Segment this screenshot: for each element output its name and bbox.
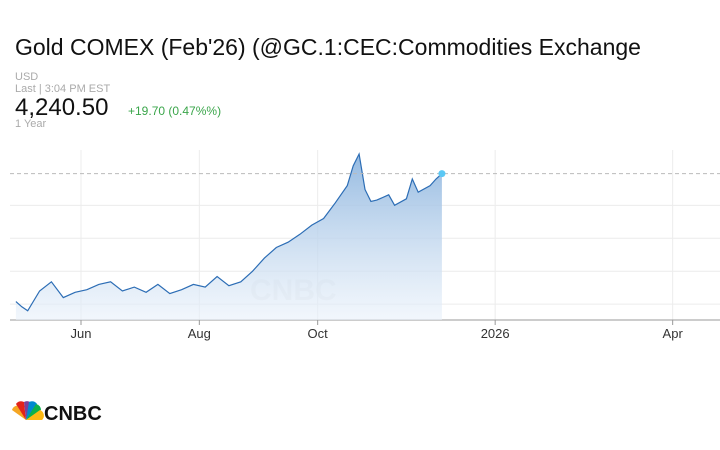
last-point: [438, 170, 446, 178]
x-tick-label: 2026: [481, 326, 510, 341]
currency: USD: [15, 71, 38, 83]
last-time: Last | 3:04 PM EST: [15, 83, 110, 95]
logo-text: CNBC: [44, 403, 102, 425]
price: 4,240.50: [15, 94, 108, 121]
area: [15, 154, 442, 320]
x-tick-label: Jun: [71, 326, 92, 341]
range-label: 1 Year: [15, 118, 47, 130]
change: +19.70 (0.47%%): [128, 104, 221, 118]
logo: CNBC: [12, 401, 102, 425]
x-tick-label: Aug: [188, 326, 211, 341]
x-tick-label: Oct: [308, 326, 329, 341]
x-tick-label: Apr: [663, 326, 684, 341]
plot: CNBCJunAugOct2026Apr: [10, 150, 720, 341]
price-line: [15, 152, 443, 312]
title: Gold COMEX (Feb'26) (@GC.1:CEC:Commoditi…: [15, 34, 641, 60]
